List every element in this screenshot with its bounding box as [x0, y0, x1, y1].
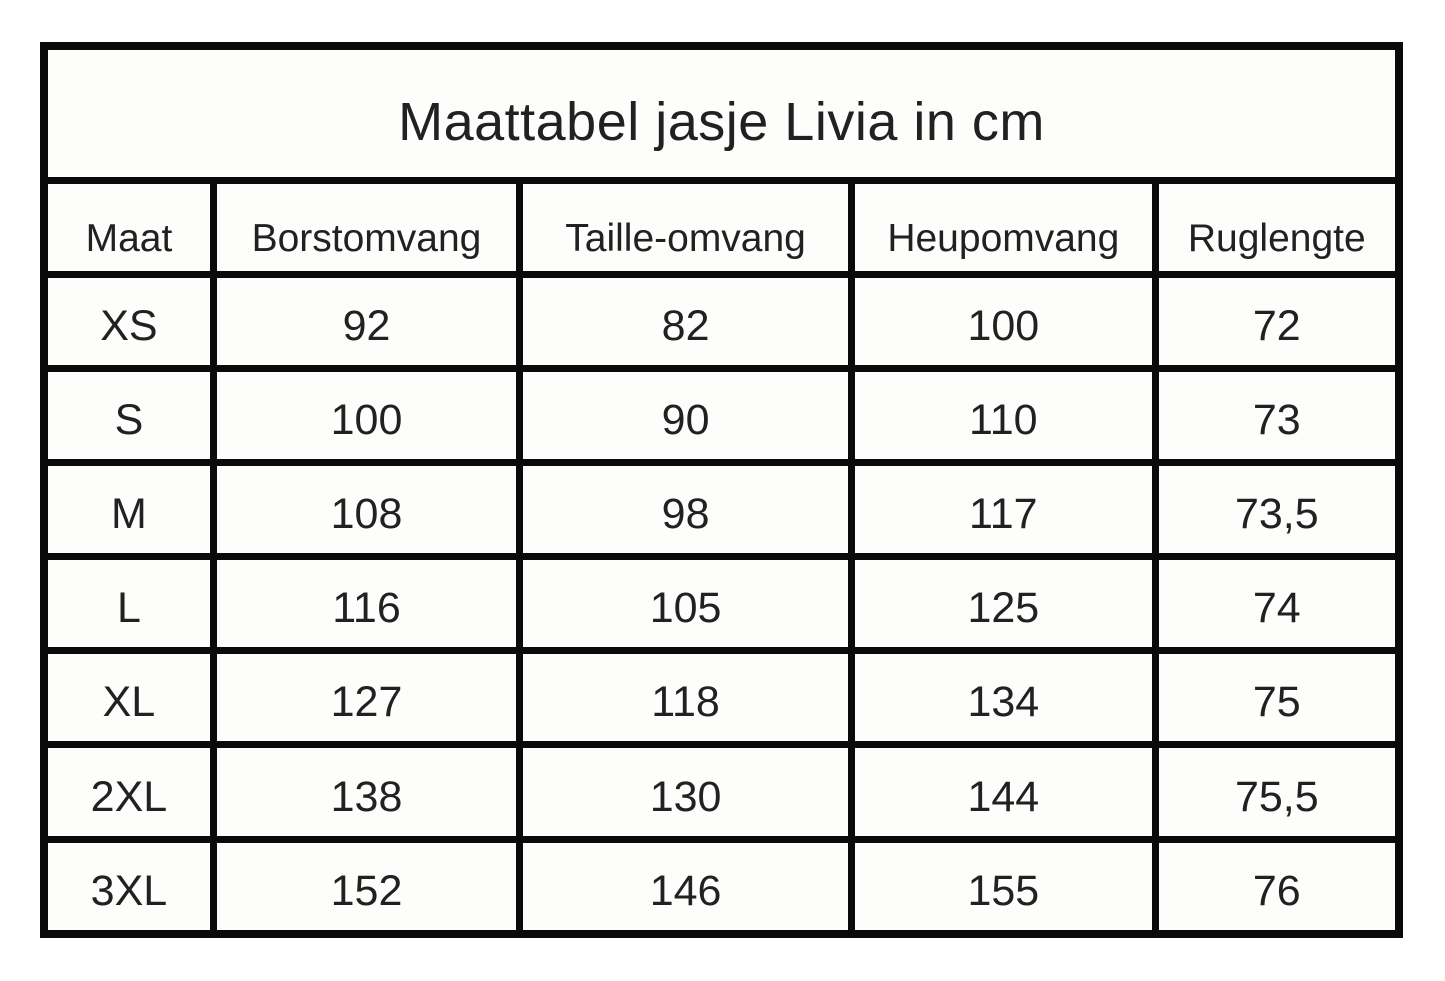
- column-header-borstomvang: Borstomvang: [209, 176, 524, 278]
- value-cell: 110: [848, 364, 1159, 466]
- table-row-l: L 116 105 125 74: [40, 553, 1403, 655]
- value-cell: 138: [209, 741, 524, 843]
- table-title-row: Maattabel jasje Livia in cm: [40, 42, 1403, 184]
- value-cell: 118: [516, 647, 856, 749]
- value-cell: 90: [516, 364, 856, 466]
- value-cell: 74: [1151, 553, 1403, 655]
- size-label: M: [40, 458, 217, 561]
- column-header-taille-omvang: Taille-omvang: [516, 176, 856, 278]
- table-title: Maattabel jasje Livia in cm: [40, 42, 1403, 184]
- column-header-maat: Maat: [40, 176, 217, 278]
- value-cell: 134: [848, 647, 1159, 749]
- table-row-3xl: 3XL 152 146 155 76: [40, 835, 1403, 938]
- table-row-2xl: 2XL 138 130 144 75,5: [40, 741, 1403, 843]
- size-label: S: [40, 364, 217, 466]
- value-cell: 117: [848, 458, 1159, 561]
- value-cell: 75: [1151, 647, 1403, 749]
- size-label: XL: [40, 647, 217, 749]
- value-cell: 72: [1151, 270, 1403, 372]
- value-cell: 73,5: [1151, 458, 1403, 561]
- size-label: 2XL: [40, 741, 217, 843]
- value-cell: 100: [209, 364, 524, 466]
- value-cell: 82: [516, 270, 856, 372]
- value-cell: 98: [516, 458, 856, 561]
- value-cell: 125: [848, 553, 1159, 655]
- value-cell: 130: [516, 741, 856, 843]
- table-header-row: Maat Borstomvang Taille-omvang Heupomvan…: [40, 176, 1403, 278]
- value-cell: 146: [516, 835, 856, 938]
- table-row-s: S 100 90 110 73: [40, 364, 1403, 466]
- column-header-heupomvang: Heupomvang: [848, 176, 1159, 278]
- value-cell: 108: [209, 458, 524, 561]
- value-cell: 92: [209, 270, 524, 372]
- table-row-xs: XS 92 82 100 72: [40, 270, 1403, 372]
- table-row-xl: XL 127 118 134 75: [40, 647, 1403, 749]
- value-cell: 100: [848, 270, 1159, 372]
- value-cell: 152: [209, 835, 524, 938]
- value-cell: 127: [209, 647, 524, 749]
- size-label: XS: [40, 270, 217, 372]
- value-cell: 73: [1151, 364, 1403, 466]
- size-label: 3XL: [40, 835, 217, 938]
- value-cell: 144: [848, 741, 1159, 843]
- value-cell: 76: [1151, 835, 1403, 938]
- column-header-ruglengte: Ruglengte: [1151, 176, 1403, 278]
- size-table: Maattabel jasje Livia in cm Maat Borstom…: [40, 42, 1403, 938]
- value-cell: 105: [516, 553, 856, 655]
- value-cell: 116: [209, 553, 524, 655]
- value-cell: 155: [848, 835, 1159, 938]
- table-row-m: M 108 98 117 73,5: [40, 458, 1403, 561]
- value-cell: 75,5: [1151, 741, 1403, 843]
- size-label: L: [40, 553, 217, 655]
